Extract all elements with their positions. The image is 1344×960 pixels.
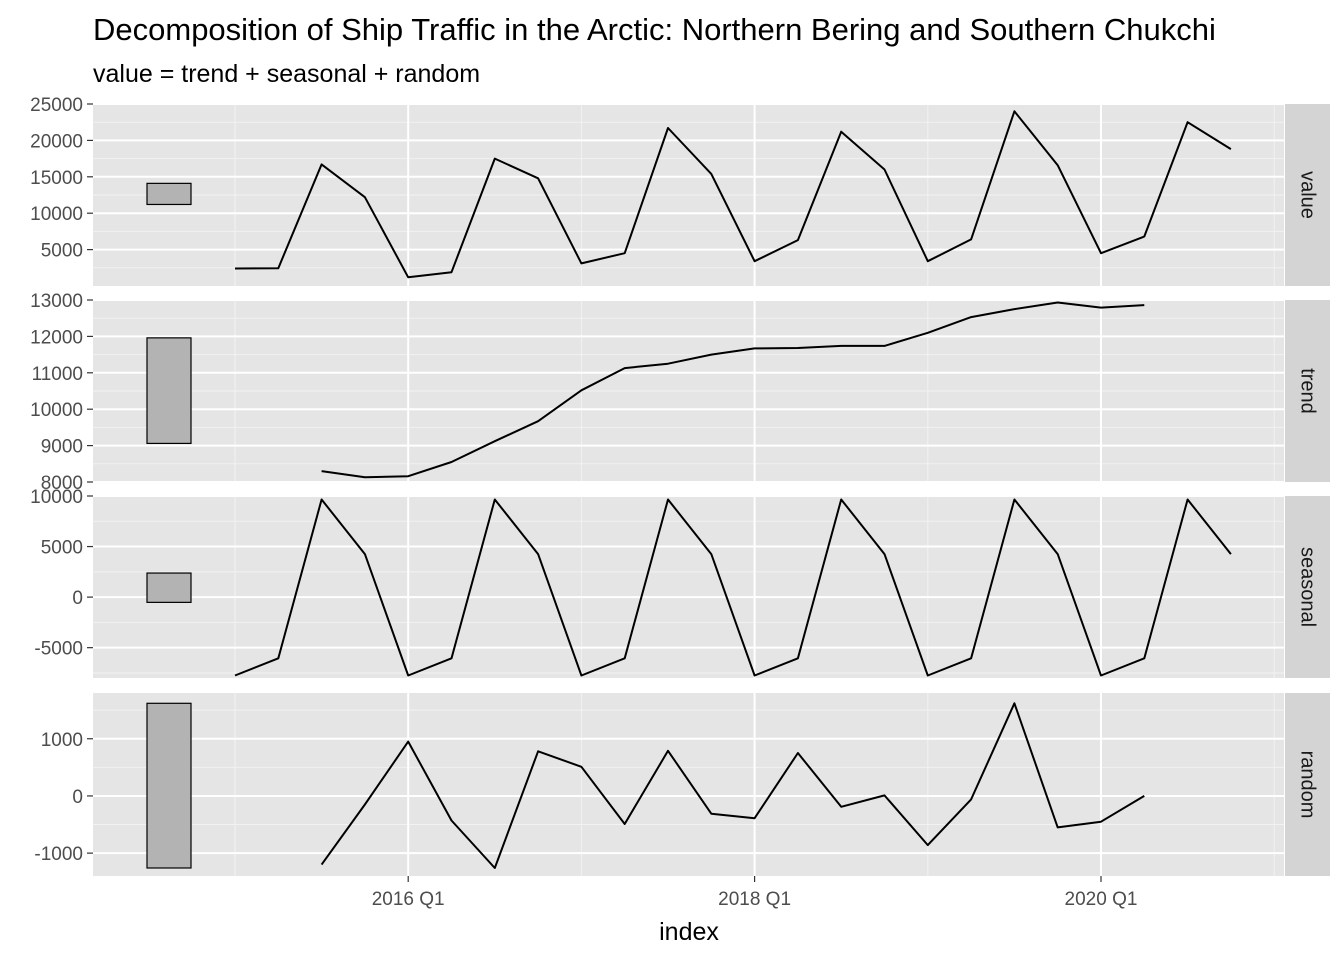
strip-label-trend: trend [1297, 368, 1319, 414]
range-bar-seasonal [146, 572, 192, 603]
y-tick-label: 10000 [30, 204, 83, 225]
series-line-random [320, 702, 1145, 869]
y-tick-label: 1000 [41, 730, 83, 751]
strip-trend [1285, 300, 1330, 482]
strip-value [1285, 104, 1330, 286]
panels: 500010000150002000025000value80009000100… [30, 95, 1330, 876]
strip-random [1285, 693, 1330, 876]
y-tick-label: -5000 [34, 639, 83, 660]
panel-background [93, 496, 1284, 678]
series-line-value [234, 110, 1232, 279]
y-tick-label: 0 [72, 588, 83, 609]
range-bar-random [146, 702, 192, 869]
y-tick-label: 15000 [30, 168, 83, 189]
y-tick-label: 11000 [32, 364, 83, 385]
panel-value: 5000 10000 15000 20000 25000 value [30, 95, 1330, 286]
y-tick-label: 5000 [41, 538, 83, 559]
x-axis-label: index [659, 918, 719, 946]
y-tick-label: 8000 [41, 473, 83, 494]
y-tick-label: -1000 [34, 844, 83, 865]
y-tick-label: 0 [72, 787, 83, 808]
panel-seasonal: -5000 0 5000 10000 seasonal [30, 487, 1330, 678]
strip-label-value: value [1297, 171, 1319, 219]
strip-seasonal [1285, 496, 1330, 678]
x-tick-label: 2018 Q1 [718, 889, 791, 910]
strip-label-seasonal: seasonal [1297, 547, 1319, 627]
y-tick-label: 25000 [30, 95, 83, 116]
chart-subtitle: value = trend + seasonal + random [93, 60, 480, 88]
y-tick-label: 9000 [41, 437, 83, 458]
y-tick-label: 5000 [41, 241, 83, 262]
y-tick-label: 12000 [30, 327, 83, 348]
y-tick-label: 20000 [30, 131, 83, 152]
range-bar-value [146, 182, 192, 206]
y-tick-label: 13000 [30, 291, 83, 312]
series-line-seasonal [234, 498, 1232, 677]
y-tick-label: 10000 [30, 487, 83, 508]
x-tick-label: 2016 Q1 [372, 889, 445, 910]
panel-trend: 8000 9000 10000 11000 12000 13000 trend [30, 291, 1330, 494]
panel-background [93, 693, 1284, 876]
panel-random: -1000 0 1000 random [34, 693, 1330, 876]
range-bar-trend [146, 337, 192, 445]
y-tick-label: 10000 [30, 400, 83, 421]
chart-title: Decomposition of Ship Traffic in the Arc… [93, 12, 1216, 47]
x-axis: 2016 Q1 2018 Q1 2020 Q1 [372, 876, 1138, 910]
x-tick-label: 2020 Q1 [1065, 889, 1138, 910]
strip-label-random: random [1297, 751, 1319, 819]
series-line-trend [321, 301, 1145, 479]
